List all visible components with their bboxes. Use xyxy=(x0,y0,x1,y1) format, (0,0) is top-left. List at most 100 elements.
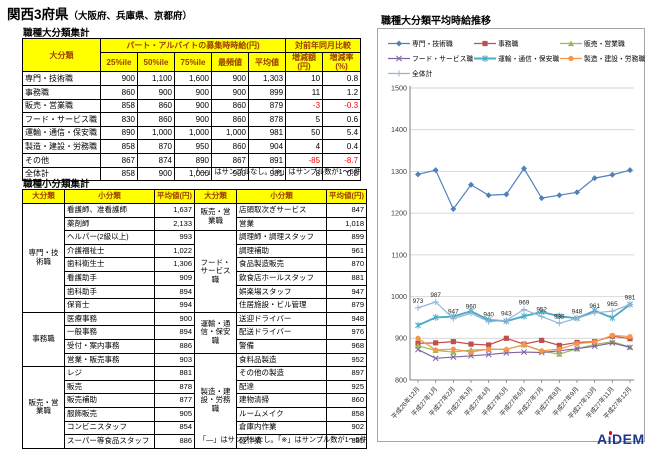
table-row: 製造・建設・労務職 858 870 950 860 904 4 0.4 xyxy=(22,139,362,154)
value-cell: 860 xyxy=(326,393,367,408)
legend-marker-icon xyxy=(474,54,496,62)
value-cell: 1,600 xyxy=(174,71,212,86)
table-row: 運輸・通信・保安職 890 1,000 1,000 1,000 981 50 5.4 xyxy=(22,125,362,141)
value-cell: 878 xyxy=(247,112,287,127)
chart-title: 職種大分類平均時給推移 xyxy=(381,16,491,27)
legend-item: フード・サービス職 xyxy=(388,51,474,65)
value-cell: 1,022 xyxy=(154,243,195,259)
column-header: 大分類 xyxy=(22,189,65,204)
subcategory-cell: 食料品製造 xyxy=(236,352,327,368)
value-cell: 902 xyxy=(326,420,367,436)
data-label: 987 xyxy=(430,292,441,299)
subcategory-cell: 受付・案内事務 xyxy=(64,338,155,354)
row-label: 専門・技術職 xyxy=(22,71,101,86)
category-cell: 専門・技術職 xyxy=(22,203,65,313)
table-row: 販売 878 配達 925 xyxy=(23,379,367,395)
value-cell: 879 xyxy=(326,298,367,313)
value-cell: 1,100 xyxy=(137,71,175,86)
value-cell: 870 xyxy=(326,257,367,272)
logo-letter-i: ı xyxy=(607,431,613,447)
legend-item: 運輸・通信・保安職 xyxy=(474,51,560,65)
subcategory-cell: 食品製造販売 xyxy=(236,257,327,272)
row-label: 運輸・通信・保安職 xyxy=(22,125,101,141)
column-header: 増減額(円) xyxy=(285,51,324,73)
value-cell: 993 xyxy=(154,230,195,245)
major-table-section-title: 職種大分類集計 xyxy=(23,28,90,39)
value-cell: 867 xyxy=(211,152,249,168)
row-label: フード・サービス職 xyxy=(22,112,101,127)
value-cell: 5.4 xyxy=(322,125,362,141)
value-cell: 903 xyxy=(154,352,195,368)
data-label: 960 xyxy=(466,303,477,310)
data-label: 973 xyxy=(413,298,424,305)
value-cell: 0.4 xyxy=(322,139,362,154)
subcategory-cell: 看護助手 xyxy=(64,270,155,286)
legend-label: 販売・営業職 xyxy=(584,41,625,48)
legend-label: 事務職 xyxy=(498,41,519,48)
value-cell: 858 xyxy=(100,139,138,154)
legend-marker-icon xyxy=(388,69,410,77)
table-row: その他 867 874 890 867 891 -85 -8.7 xyxy=(22,152,362,168)
row-label: 販売・営業職 xyxy=(22,98,101,114)
value-cell: 891 xyxy=(247,152,287,168)
svg-text:1200: 1200 xyxy=(391,209,407,218)
major-table-footnote: 「―」はサンプルなし。「※」はサンプル数が1～5件 xyxy=(192,167,361,176)
value-cell: 867 xyxy=(100,152,138,168)
subcategory-cell: 歯科助手 xyxy=(64,284,155,300)
column-header: 平均値(円) xyxy=(154,189,195,204)
value-cell: 0.8 xyxy=(322,71,362,86)
data-label: 969 xyxy=(519,300,530,307)
value-cell: 1.2 xyxy=(322,84,362,100)
category-cell: 事務職 xyxy=(22,311,65,368)
legend-item: 全体計 xyxy=(388,66,474,80)
value-cell: 900 xyxy=(137,84,175,100)
header-category: 大分類 xyxy=(22,37,101,73)
value-cell: 847 xyxy=(326,203,367,218)
value-cell: 877 xyxy=(154,393,195,408)
legend-item: 製造・建設・労務職 xyxy=(560,51,646,65)
legend-label: 全体計 xyxy=(412,71,433,78)
value-cell: -0.3 xyxy=(322,98,362,114)
chart-legend: 専門・技術職 事務職 販売・営業職 フード・サービス職 運輸・通信・保安職 製造・建設・労… xyxy=(378,29,646,80)
value-cell: 994 xyxy=(154,298,195,313)
value-cell: 894 xyxy=(154,284,195,300)
value-cell: 860 xyxy=(137,112,175,127)
subcategory-cell: 倉庫内作業 xyxy=(236,420,327,436)
value-cell: 879 xyxy=(247,98,287,114)
subcategory-cell: 看護師、准看護師 xyxy=(64,203,155,218)
value-cell: 881 xyxy=(154,366,195,381)
value-cell: 830 xyxy=(100,112,138,127)
value-cell: 858 xyxy=(326,406,367,422)
page-title-main: 関西3府県 xyxy=(7,7,69,22)
subcategory-cell: スーパー等食品スタッフ xyxy=(64,434,155,449)
value-cell: 1,000 xyxy=(211,125,249,141)
table-row: ヘルパー(2級以上) 993 フード・サービス職 調理師・調理スタッフ 899 xyxy=(23,230,367,313)
svg-text:800: 800 xyxy=(395,375,407,384)
svg-text:1500: 1500 xyxy=(391,83,407,92)
value-cell: 900 xyxy=(100,71,138,86)
subcategory-cell: 医療事務 xyxy=(64,311,155,327)
data-label: 961 xyxy=(589,303,600,310)
legend-item: 販売・営業職 xyxy=(560,36,646,50)
value-cell: 860 xyxy=(100,84,138,100)
major-category-table: 大分類 パート・アルバイトの募集時時給(円) 対前年同月比較 25%ile 50%… xyxy=(22,37,362,182)
subcategory-cell: 配送ドライバー xyxy=(236,325,327,340)
minor-table-footnote: 「―」はサンプルなし。「※」はサンプル数が1～5件 xyxy=(198,435,367,444)
value-cell: 968 xyxy=(326,338,367,354)
table-subheader-row: 25%ile 50%ile 75%ile 最頻値 平均値 増減額(円) 増減率(%) xyxy=(23,51,362,73)
legend-label: 運輸・通信・保安職 xyxy=(498,56,560,63)
value-cell: 894 xyxy=(154,325,195,340)
subcategory-cell: 販売 xyxy=(64,379,155,395)
category-cell: 運輸・通信・保安職 xyxy=(194,311,237,354)
value-cell: 874 xyxy=(137,152,175,168)
value-cell: 900 xyxy=(154,311,195,327)
subcategory-cell: 薬剤師 xyxy=(64,216,155,232)
data-label: 947 xyxy=(448,309,459,316)
subcategory-cell: 服飾販売 xyxy=(64,406,155,422)
value-cell: 10 xyxy=(285,71,324,86)
value-cell: 4 xyxy=(285,139,324,154)
subcategory-cell: 販売補助 xyxy=(64,393,155,408)
svg-text:1000: 1000 xyxy=(391,292,407,301)
value-cell: 1,018 xyxy=(326,216,367,232)
value-cell: 948 xyxy=(326,311,367,327)
